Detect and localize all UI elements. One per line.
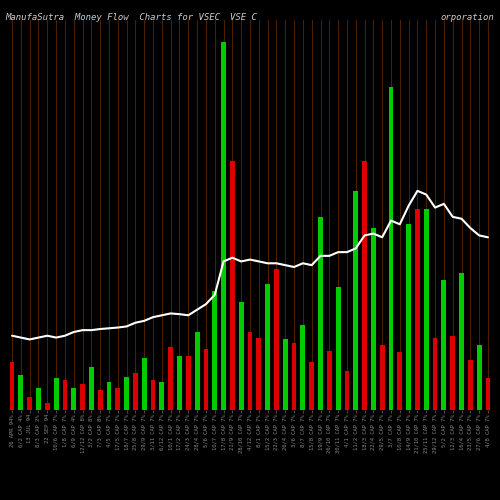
Bar	[116, 388, 120, 410]
Bar	[28, 397, 32, 410]
Bar	[89, 368, 94, 410]
Bar	[230, 161, 235, 410]
Bar	[283, 340, 288, 410]
Bar	[10, 362, 14, 410]
Bar	[432, 338, 438, 410]
Bar	[45, 402, 50, 410]
Bar	[124, 376, 129, 410]
Bar	[18, 374, 24, 410]
Bar	[371, 228, 376, 410]
Bar	[98, 390, 102, 410]
Bar	[62, 380, 68, 410]
Bar	[221, 42, 226, 410]
Bar	[54, 378, 59, 410]
Bar	[168, 347, 173, 410]
Bar	[354, 191, 358, 410]
Bar	[274, 269, 279, 410]
Bar	[459, 272, 464, 410]
Bar	[398, 352, 402, 410]
Text: ManufaSutra  Money Flow  Charts for VSEC: ManufaSutra Money Flow Charts for VSEC	[5, 12, 220, 22]
Bar	[300, 324, 306, 410]
Bar	[248, 332, 252, 410]
Bar	[150, 380, 156, 410]
Bar	[142, 358, 146, 410]
Bar	[327, 350, 332, 410]
Bar	[186, 356, 190, 410]
Text: orporation: orporation	[440, 12, 494, 22]
Bar	[450, 336, 455, 410]
Bar	[292, 343, 296, 410]
Bar	[239, 302, 244, 410]
Bar	[160, 382, 164, 410]
Bar	[212, 291, 217, 410]
Bar	[476, 345, 482, 410]
Bar	[415, 210, 420, 410]
Bar	[72, 388, 76, 410]
Bar	[36, 388, 41, 410]
Bar	[406, 224, 411, 410]
Text: VSE C: VSE C	[230, 12, 257, 22]
Bar	[336, 288, 340, 410]
Bar	[468, 360, 472, 410]
Bar	[80, 384, 85, 410]
Bar	[310, 362, 314, 410]
Bar	[380, 345, 384, 410]
Bar	[177, 356, 182, 410]
Bar	[265, 284, 270, 410]
Bar	[133, 373, 138, 410]
Bar	[318, 217, 323, 410]
Bar	[388, 87, 394, 410]
Bar	[256, 338, 261, 410]
Bar	[442, 280, 446, 410]
Bar	[362, 161, 367, 410]
Bar	[486, 378, 490, 410]
Bar	[424, 210, 428, 410]
Bar	[194, 332, 200, 410]
Bar	[204, 348, 208, 410]
Bar	[106, 382, 112, 410]
Bar	[344, 371, 350, 410]
